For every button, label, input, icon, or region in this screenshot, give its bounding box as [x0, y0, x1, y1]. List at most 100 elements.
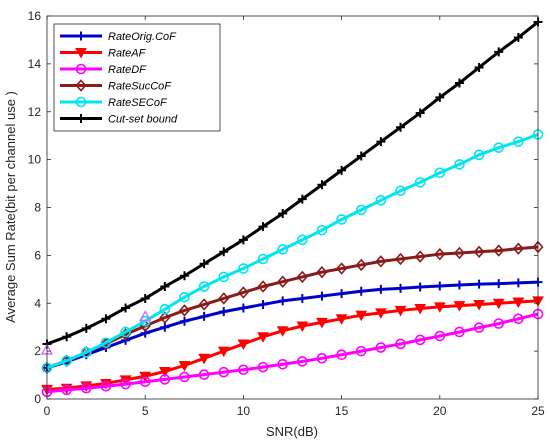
legend-label: RateAF [108, 48, 147, 60]
data-point [218, 271, 230, 283]
data-point [473, 149, 485, 161]
data-point [160, 322, 170, 332]
legend-label: Cut-set bound [108, 114, 178, 126]
x-tick-label: 20 [433, 404, 447, 418]
data-point [277, 275, 289, 288]
data-point [61, 384, 72, 396]
data-point [414, 250, 426, 263]
data-point [356, 151, 366, 161]
data-point [395, 338, 406, 350]
y-axis-label: Average Sum Rate(bit per channel use ) [3, 91, 18, 323]
y-tick-label: 4 [34, 296, 41, 310]
data-point [238, 235, 248, 245]
data-point [219, 247, 229, 257]
data-point [100, 381, 112, 392]
data-point [453, 246, 466, 260]
data-point [395, 185, 406, 197]
data-point [473, 245, 485, 258]
data-point [62, 332, 72, 342]
data-point [336, 262, 348, 275]
data-point [297, 293, 307, 303]
data-point [158, 366, 171, 378]
data-point [238, 364, 249, 376]
x-axis-label: SNR(dB) [266, 424, 318, 439]
x-tick-label: 25 [531, 404, 545, 418]
data-point [278, 296, 288, 306]
data-point [258, 222, 268, 232]
series-line [46, 312, 539, 394]
data-point [179, 316, 189, 326]
y-tick-label: 2 [34, 344, 41, 358]
data-point [120, 326, 131, 338]
data-point [474, 62, 484, 72]
data-point [434, 247, 446, 261]
x-tick-label: 10 [237, 404, 251, 418]
y-tick-label: 8 [34, 201, 41, 215]
legend: RateOrig.CoF RateAF RateDF RateSucCoF RateSE… [53, 23, 221, 132]
data-point [276, 326, 289, 337]
data-point [356, 286, 366, 296]
data-point [139, 376, 151, 388]
legend-label: RateDF [108, 64, 147, 76]
data-point [159, 374, 171, 385]
data-point [199, 259, 209, 269]
data-point [238, 263, 249, 274]
y-tick-label: 10 [28, 153, 42, 167]
data-point [238, 303, 248, 313]
data-point [513, 136, 524, 147]
data-point [140, 293, 150, 303]
data-point [100, 337, 112, 349]
data-point [179, 271, 189, 281]
legend-marker [75, 96, 87, 108]
data-point [139, 315, 151, 327]
legend-label: RateSucCoF [108, 81, 172, 93]
data-point [316, 265, 328, 279]
y-tick-label: 12 [28, 105, 42, 119]
data-point [337, 289, 347, 299]
data-point [219, 307, 229, 317]
data-point [355, 310, 368, 322]
series-layer [41, 17, 544, 398]
data-point [492, 298, 505, 310]
data-point [179, 291, 190, 303]
series-line [46, 20, 539, 346]
data-point [80, 382, 92, 394]
series-rateaf [41, 296, 544, 396]
data-point [415, 282, 425, 292]
legend-item: RateAF [60, 48, 147, 60]
data-point [257, 361, 269, 373]
series-ratedf [41, 308, 544, 398]
data-point [336, 349, 347, 361]
data-point [375, 342, 387, 353]
data-point [178, 360, 191, 372]
data-point [454, 326, 465, 338]
data-point [159, 303, 171, 315]
data-point [375, 255, 387, 268]
data-point [433, 302, 446, 313]
y-tick-label: 16 [28, 9, 42, 23]
data-point [159, 311, 171, 324]
data-point [316, 317, 328, 329]
data-point [198, 353, 210, 365]
legend-marker [75, 48, 87, 59]
legend-item: Cut-set bound [60, 114, 178, 126]
data-point [494, 47, 504, 57]
data-point [474, 279, 484, 289]
data-point [513, 278, 523, 288]
data-point [453, 301, 466, 312]
data-point [297, 234, 308, 246]
legend-marker [75, 79, 87, 92]
data-point [317, 180, 327, 190]
data-point [355, 204, 367, 216]
data-point [336, 214, 347, 225]
data-point [199, 311, 209, 321]
legend-marker [76, 114, 86, 123]
data-point [178, 304, 191, 317]
legend-marker [75, 63, 87, 75]
data-point [396, 283, 406, 293]
data-point [494, 279, 504, 289]
data-point [454, 78, 464, 88]
data-point [121, 303, 131, 313]
